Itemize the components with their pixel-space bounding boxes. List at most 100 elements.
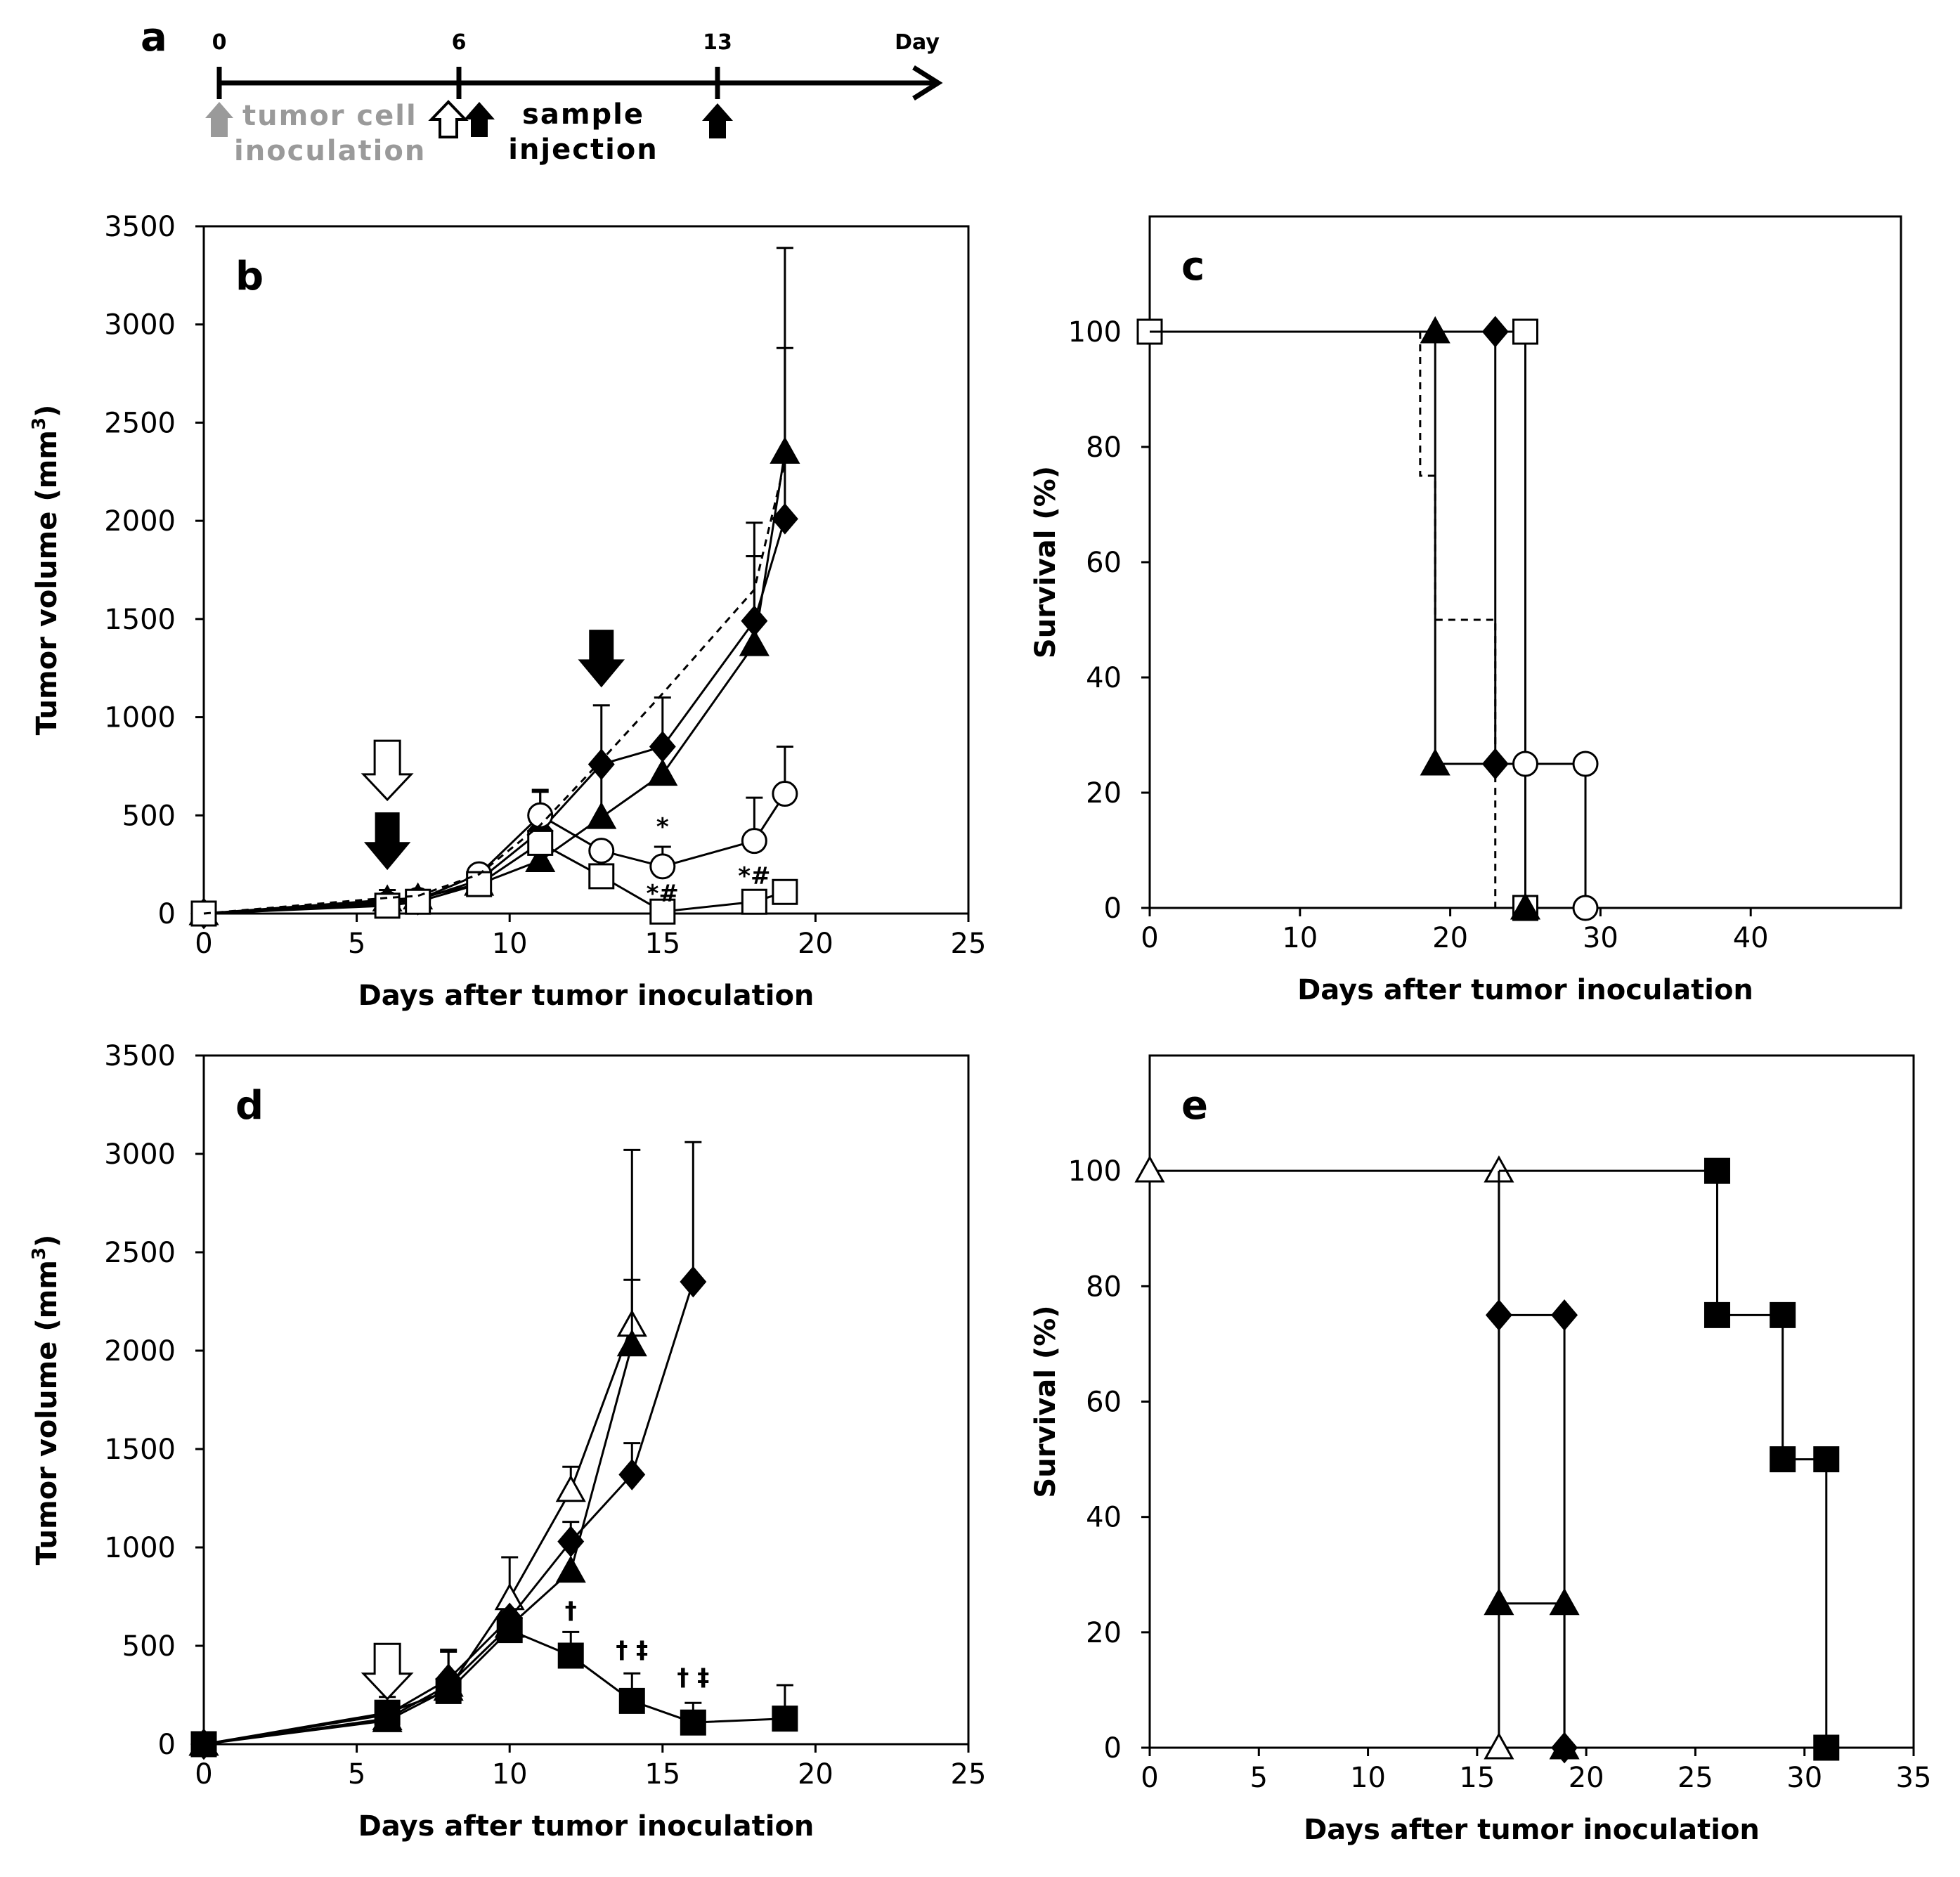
- data-point-filled-triangle: [1549, 1587, 1580, 1616]
- series-filled-triangle: [188, 247, 800, 925]
- series-line-open-triangle: [203, 1325, 633, 1746]
- series-line-control-dashed: [1419, 332, 1497, 908]
- y-tick-label: 80: [1086, 1271, 1122, 1303]
- panel-label-d: d: [235, 1083, 264, 1129]
- significance-annotation: †: [565, 1597, 577, 1625]
- y-tick-label: 100: [1068, 1155, 1122, 1188]
- y-axis-title-main: Tumor volume (mm: [31, 1260, 63, 1565]
- significance-annotation: *#: [647, 880, 679, 908]
- x-tick-label: 15: [1459, 1762, 1495, 1794]
- filled-arrow-icon: [578, 630, 625, 688]
- data-point-open-square: [1512, 318, 1538, 345]
- x-tick-label: 5: [348, 1758, 365, 1791]
- x-tick-label: 0: [1141, 922, 1158, 954]
- y-tick-label: 500: [122, 1630, 176, 1663]
- y-tick-label: 40: [1086, 1502, 1122, 1534]
- data-point-filled-square: [772, 1706, 798, 1732]
- data-point-filled-triangle: [739, 629, 770, 656]
- panel-c-chart: 0 10 20 30 40 0 20 40 60 80 100 c Days after tumor i…: [1030, 215, 1902, 1006]
- filled-injection-arrow-day13-icon: [702, 103, 733, 138]
- y-tick-label: 80: [1086, 431, 1122, 464]
- significance-annotation: *: [656, 813, 669, 841]
- x-tick-label: 5: [348, 928, 365, 960]
- significance-annotation: † ‡: [677, 1663, 709, 1691]
- series-line-filled-diamond: [203, 518, 786, 915]
- panel-b-chart: 0 5 10 15 20 25 0 500 1000 1500 2000 2500 3000 3500 b D…: [29, 211, 986, 1012]
- y-tick-label: 40: [1086, 662, 1122, 694]
- data-point-open-circle: [1572, 751, 1599, 777]
- y-axis-title-end: ): [31, 1235, 63, 1247]
- inoculation-label-line1: tumor cell: [242, 100, 417, 132]
- y-tick-label: 3000: [104, 309, 176, 342]
- filled-arrow-icon: [363, 812, 411, 871]
- x-tick-label: 5: [1250, 1762, 1268, 1794]
- series-filled-triangle: [1150, 316, 1541, 920]
- series-open-triangle: [1134, 1155, 1514, 1760]
- series-filled-diamond: [1485, 1171, 1578, 1764]
- series-line-open-circle: [1495, 762, 1587, 908]
- y-axis-title-superscript: 3: [29, 417, 50, 430]
- data-point-open-triangle: [555, 1474, 586, 1502]
- x-axis-title: Days after tumor inoculation: [358, 980, 814, 1012]
- panel-label-e: e: [1181, 1083, 1208, 1129]
- series-line-filled-diamond: [1498, 1171, 1566, 1748]
- x-tick-label: 35: [1896, 1762, 1932, 1794]
- data-point-open-circle: [649, 853, 676, 880]
- timeline-label-6: 6: [452, 30, 467, 55]
- x-tick-label: 25: [951, 928, 987, 960]
- y-tick-label: 20: [1086, 1617, 1122, 1649]
- x-tick-label: 30: [1786, 1762, 1822, 1794]
- open-arrow-icon: [361, 739, 414, 802]
- series-filled-triangle: [188, 1278, 647, 1756]
- timeline-arrow-head: [912, 65, 943, 100]
- x-tick-label: 25: [1677, 1762, 1713, 1794]
- data-point-filled-square: [1813, 1446, 1840, 1473]
- x-tick-label: 0: [1141, 1762, 1158, 1794]
- y-tick-label: 1000: [104, 1532, 176, 1564]
- panel-e-chart: 0 5 10 15 20 25 30 35 0 20 40 60 80 100 e Days after tu…: [1030, 1054, 1932, 1846]
- data-point-open-circle: [772, 781, 798, 807]
- x-tick-label: 25: [951, 1758, 987, 1791]
- series-filled-diamond: [190, 346, 798, 930]
- plot-frame-e: [1148, 1054, 1915, 1749]
- x-tick-label: 10: [1282, 922, 1318, 954]
- y-tick-label: 60: [1086, 547, 1122, 579]
- x-axis-title: Days after tumor inoculation: [1304, 1814, 1760, 1846]
- injection-label-line1: sample: [522, 98, 644, 131]
- data-point-filled-triangle: [647, 758, 678, 786]
- data-point-filled-triangle: [555, 1555, 586, 1583]
- x-tick-label: 30: [1583, 922, 1618, 954]
- data-point-filled-diamond: [618, 1459, 646, 1490]
- data-point-open-triangle: [1134, 1155, 1165, 1183]
- y-tick-label: 1500: [104, 604, 176, 636]
- series-control-dashed: [203, 461, 786, 915]
- data-point-open-circle: [741, 828, 767, 855]
- data-point-filled-diamond: [1481, 316, 1509, 348]
- data-point-filled-square: [435, 1677, 462, 1704]
- data-point-filled-square: [190, 1731, 217, 1758]
- timeline-label-13: 13: [703, 30, 732, 55]
- series-filled-square: [1498, 1157, 1840, 1761]
- data-point-open-square: [527, 829, 554, 856]
- data-point-open-circle: [588, 838, 615, 864]
- data-point-open-square: [588, 863, 615, 890]
- series-open-circle: [1495, 751, 1599, 921]
- y-tick-label: 1500: [104, 1434, 176, 1466]
- y-tick-label: 2500: [104, 1237, 176, 1269]
- plot-frame-b: [202, 225, 970, 915]
- data-point-filled-triangle: [1420, 748, 1450, 776]
- series-control-dashed: [1419, 332, 1497, 908]
- y-tick-label: 20: [1086, 777, 1122, 810]
- y-axis-title: Survival (%): [1030, 466, 1062, 658]
- panel-label-b: b: [235, 254, 264, 299]
- series-line-filled-triangle: [1498, 1315, 1566, 1748]
- y-tick-label: 1000: [104, 702, 176, 734]
- y-tick-label: 100: [1068, 316, 1122, 349]
- data-point-filled-triangle: [1420, 316, 1450, 344]
- inoculation-label-line2: inoculation: [234, 135, 426, 167]
- data-point-filled-triangle: [525, 845, 556, 873]
- series-filled-triangle: [1484, 1315, 1580, 1760]
- significance-annotation: † ‡: [616, 1636, 648, 1664]
- y-tick-label: 3500: [104, 1040, 176, 1072]
- data-point-filled-triangle: [616, 1329, 647, 1357]
